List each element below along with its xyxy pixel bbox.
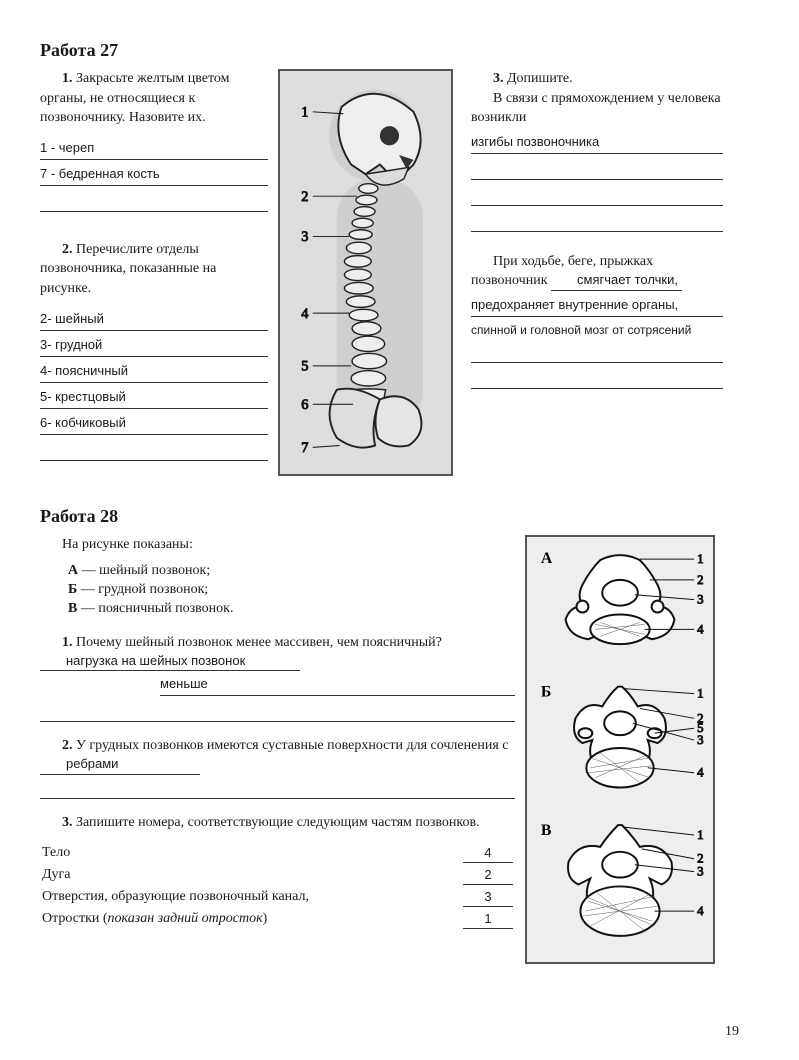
q27-3-answer-4: спинной и головной мозг от сотрясений — [471, 323, 723, 337]
row1-value[interactable]: 4 — [463, 843, 513, 863]
w28-letter-a: А — шейный позвонок; — [68, 563, 515, 579]
svg-text:1: 1 — [697, 687, 703, 701]
svg-text:3: 3 — [697, 733, 703, 747]
q28-1-answer[interactable]: нагрузка на шейных позвонок — [40, 652, 300, 671]
vert-a-label: А — [541, 550, 553, 567]
row2-label: Дуга — [42, 865, 461, 885]
q28-2-text: 2. У грудных позвонков имеются суставные… — [40, 736, 515, 775]
w28-intro: На рисунке показаны: — [40, 535, 515, 555]
q27-3-answer-blank5[interactable] — [471, 369, 723, 389]
svg-text:4: 4 — [697, 622, 704, 636]
w28-letter-v: В — поясничный позвонок. — [68, 601, 515, 617]
q27-1-answer-2[interactable]: 7 - бедренная кость — [40, 166, 268, 186]
q27-3-inline-answer[interactable]: смягчает толчки, — [551, 271, 682, 290]
q27-2-answer-4[interactable]: 5- крестцовый — [40, 389, 268, 409]
spine-label-2: 2 — [301, 189, 308, 205]
spine-label-7: 7 — [301, 440, 308, 456]
svg-text:1: 1 — [697, 828, 703, 842]
q28-3-table: Тело 4 Дуга 2 Отверстия, образующие позв… — [40, 841, 515, 931]
q28-3-text: 3. Запишите номера, соответствующие след… — [40, 813, 515, 833]
vert-v-label: В — [541, 822, 552, 839]
q27-3-answer-blank4[interactable] — [471, 343, 723, 363]
work-27-title: Работа 27 — [40, 40, 759, 61]
svg-text:4: 4 — [697, 766, 704, 780]
row4-label: Отростки (показан задний отросток) — [42, 909, 461, 929]
q27-2-answer-5[interactable]: 6- кобчиковый — [40, 415, 268, 435]
row3-value[interactable]: 3 — [463, 887, 513, 907]
vert-b-label: Б — [541, 684, 551, 701]
spine-label-4: 4 — [301, 306, 308, 322]
svg-text:1: 1 — [697, 552, 703, 566]
spine-label-3: 3 — [301, 229, 308, 245]
q27-3-answer-blank2[interactable] — [471, 186, 723, 206]
q27-3-answer-blank1[interactable] — [471, 160, 723, 180]
q27-2-text: 2. Перечислите отделы позвоночника, пока… — [40, 240, 268, 299]
q28-1-answer-2[interactable]: меньше — [160, 676, 515, 696]
row4-value[interactable]: 1 — [463, 909, 513, 929]
q27-2-answer-3[interactable]: 4- поясничный — [40, 363, 268, 383]
svg-text:3: 3 — [697, 593, 703, 607]
work27-right-column: 3. Допишите. В связи с прямохождением у … — [463, 69, 723, 476]
q27-1-answer-1[interactable]: 1 - череп — [40, 140, 268, 160]
q28-1-answer-blank[interactable] — [40, 702, 515, 722]
q28-2-answer[interactable]: ребрами — [40, 755, 200, 774]
row1-label: Тело — [42, 843, 461, 863]
work27-left-column: 1. Закрасьте желтым цветом органы, не от… — [40, 69, 268, 476]
q27-3-text-c: При ходьбе, беге, прыжках позвоночник см… — [471, 252, 723, 291]
q28-1-text: 1. Почему шейный позвонок менее массивен… — [40, 633, 515, 672]
work28-left-column: На рисунке показаны: А — шейный позвонок… — [40, 535, 515, 964]
svg-text:3: 3 — [697, 865, 703, 879]
spine-label-6: 6 — [301, 397, 308, 413]
svg-text:2: 2 — [697, 573, 703, 587]
row2-value[interactable]: 2 — [463, 865, 513, 885]
q27-3-text-b: В связи с прямохождением у человека возн… — [471, 89, 723, 128]
w28-letter-b: Б — грудной позвонок; — [68, 582, 515, 598]
spine-label-1: 1 — [301, 105, 308, 121]
q27-2-answer-2[interactable]: 3- грудной — [40, 337, 268, 357]
q27-3-answer-3[interactable]: предохраняет внутренние органы, — [471, 297, 723, 317]
q27-3-text-a: 3. Допишите. — [471, 69, 723, 89]
q27-2-answer-blank[interactable] — [40, 441, 268, 461]
vertebrae-figure: А 1 2 3 4 — [525, 535, 715, 964]
q27-3-answer-1[interactable]: изгибы позвоночника — [471, 134, 723, 154]
spine-label-5: 5 — [301, 359, 308, 375]
page-number: 19 — [725, 1024, 739, 1040]
spine-figure: 1 2 3 4 5 6 7 — [278, 69, 453, 476]
work-28-title: Работа 28 — [40, 506, 759, 527]
q27-2-answer-1[interactable]: 2- шейный — [40, 311, 268, 331]
q27-1-text: 1. Закрасьте желтым цветом органы, не от… — [40, 69, 268, 128]
q27-3-answer-blank3[interactable] — [471, 212, 723, 232]
row3-label: Отверстия, образующие позвоночный канал, — [42, 887, 461, 907]
svg-text:4: 4 — [697, 904, 704, 918]
q27-1-answer-blank[interactable] — [40, 192, 268, 212]
q28-2-answer-blank[interactable] — [40, 779, 515, 799]
